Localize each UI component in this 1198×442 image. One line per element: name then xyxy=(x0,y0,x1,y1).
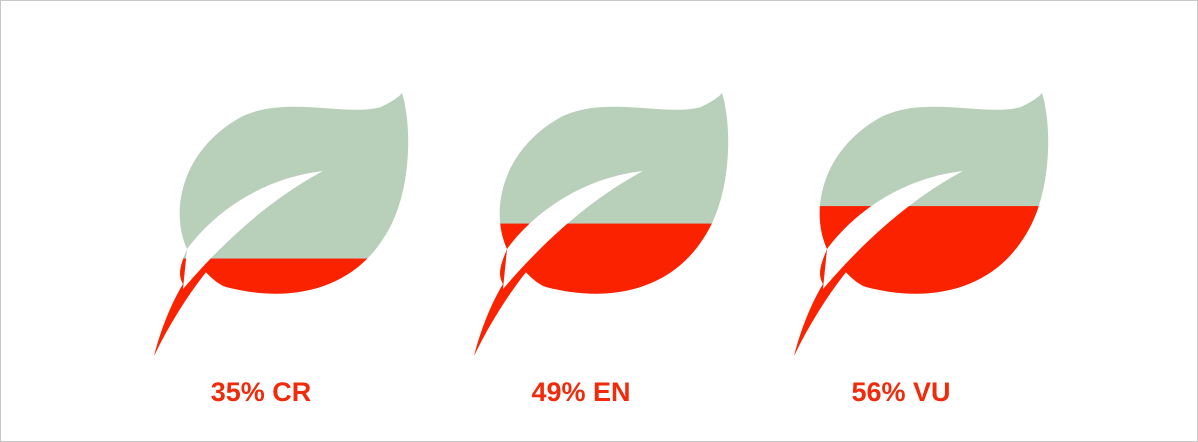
leaf-vein xyxy=(503,171,643,289)
leaf-fill-bar xyxy=(474,223,729,356)
leaf-icon xyxy=(154,93,409,356)
leaf-label-en: 49% EN xyxy=(531,377,631,407)
leaf-label-cr: 35% CR xyxy=(210,377,312,407)
leaf-vein xyxy=(183,171,323,289)
leaf-fill-bar xyxy=(154,258,409,356)
leaf-vein xyxy=(823,171,963,289)
leaf-item-en: 49% EN xyxy=(441,89,729,419)
leaf-item-cr: 35% CR xyxy=(121,89,409,419)
leaf-fill-bar xyxy=(794,206,1049,356)
leaf-icon xyxy=(474,93,729,356)
leaf-item-vu: 56% VU xyxy=(761,89,1049,419)
leaf-icon xyxy=(794,93,1049,356)
leaf-label-vu: 56% VU xyxy=(851,377,951,407)
leaf-empty-area xyxy=(154,93,409,356)
